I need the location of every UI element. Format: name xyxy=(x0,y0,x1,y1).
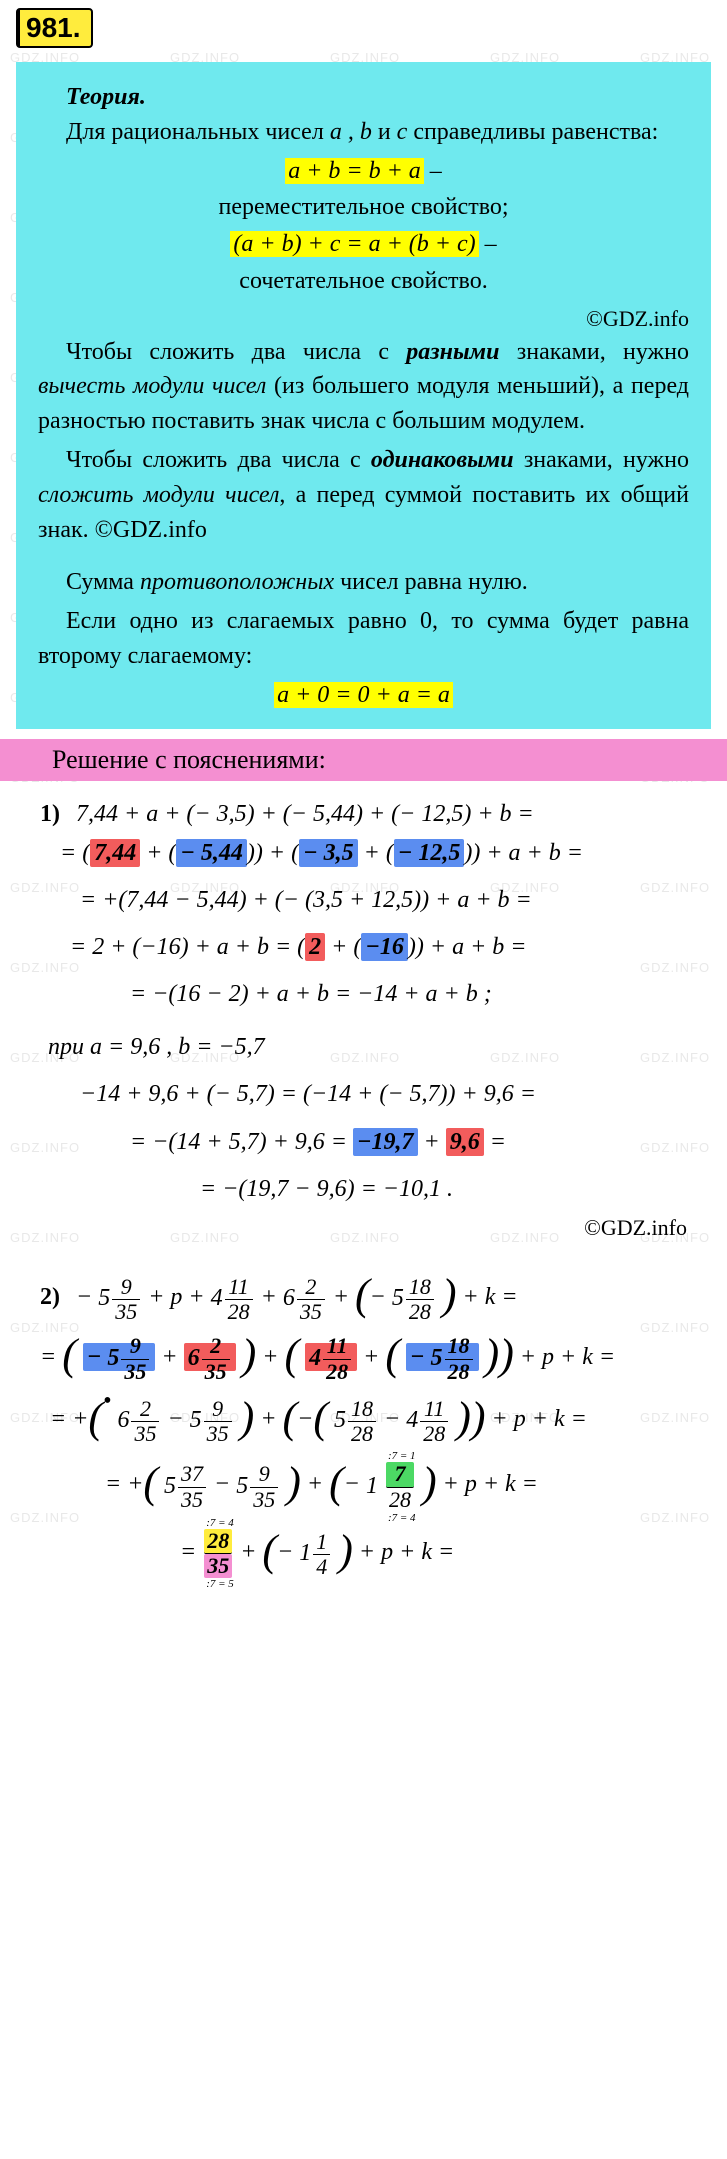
solution-header: Решение с пояснениями: xyxy=(0,739,727,781)
p1-line1: 1) 7,44 + a + (− 3,5) + (− 5,44) + (− 12… xyxy=(0,801,727,828)
solution-area: 1) 7,44 + a + (− 3,5) + (− 5,44) + (− 12… xyxy=(0,781,727,1599)
f2dash: – xyxy=(479,231,497,257)
t3a: Чтобы сложить два числа с xyxy=(66,447,371,473)
p2-line5: = :7 = 4 28 35 :7 = 5 + (− 114 ) + p + k… xyxy=(180,1521,727,1585)
l2blue2: − 3,5 xyxy=(299,839,358,867)
formula-1: a + b = b + a xyxy=(285,158,424,184)
t1a: Для рациональных чисел xyxy=(66,119,330,145)
t2c: знаками, нужно xyxy=(499,339,689,365)
t2a: Чтобы сложить два числа с xyxy=(66,339,406,365)
l7red: 9,6 xyxy=(446,1128,484,1156)
p1-line7: = −(14 + 5,7) + 9,6 = −19,7 + 9,6 = xyxy=(130,1121,727,1164)
t4c: чисел равна нулю. xyxy=(334,569,528,595)
l4c: )) + a + b = xyxy=(408,934,527,960)
t1vars: a , b xyxy=(330,119,372,145)
l2e: )) + a + b = xyxy=(464,840,583,866)
l2blue1: − 5,44 xyxy=(176,839,247,867)
theory-para-3: Чтобы сложить два числа с одинаковыми зн… xyxy=(38,443,689,547)
l2red: 7,44 xyxy=(90,839,140,867)
l7c: = xyxy=(484,1129,506,1155)
t3d: сложить модули чисел xyxy=(38,482,279,508)
l7blue: −19,7 xyxy=(353,1128,418,1156)
theory-para-5: Если одно из слагаемых равно 0, то сумма… xyxy=(38,604,689,674)
problem-2: 2) − 5935 + p + 41128 + 6235 + (− 51828 … xyxy=(0,1271,727,1585)
p1-line2: = (7,44 + (− 5,44)) + (− 3,5 + (− 12,5))… xyxy=(60,832,727,875)
p1-line6: −14 + 9,6 + (− 5,7) = (−14 + (− 5,7)) + … xyxy=(80,1073,727,1116)
t2d: вычесть модули чисел xyxy=(38,373,266,399)
copyright-1: ©GDZ.info xyxy=(38,303,689,335)
property-2: сочетательное свойство. xyxy=(38,264,689,299)
t1d: справедливы равенства: xyxy=(407,119,658,145)
l4b: + ( xyxy=(325,934,361,960)
l7a: = −(14 + 5,7) + 9,6 = xyxy=(130,1129,353,1155)
formula-3-row: a + 0 = 0 + a = a xyxy=(38,678,689,713)
p2-line1: 2) − 5935 + p + 41128 + 6235 + (− 51828 … xyxy=(0,1271,727,1325)
t1c: c xyxy=(397,119,408,145)
l4a: = 2 + (−16) + a + b = ( xyxy=(70,934,305,960)
theory-para-2: Чтобы сложить два числа с разными знакам… xyxy=(38,335,689,439)
formula-1-row: a + b = b + a – xyxy=(38,154,689,189)
l2a: = ( xyxy=(60,840,90,866)
l4blue: −16 xyxy=(361,933,408,961)
p1-line8: = −(19,7 − 9,6) = −10,1 . xyxy=(200,1168,727,1211)
p2l1: − 5935 + p + 41128 + 6235 + (− 51828 ) +… xyxy=(76,1284,518,1310)
annot-7-5: :7 = 5 xyxy=(206,1578,234,1590)
l7b: + xyxy=(418,1129,446,1155)
f1dash: – xyxy=(424,158,442,184)
p1-line5: = −(16 − 2) + a + b = −14 + a + b ; xyxy=(130,973,727,1016)
p1-line4: = 2 + (−16) + a + b = (2 + (−16)) + a + … xyxy=(70,926,727,969)
p2-label: 2) xyxy=(40,1284,60,1310)
l2b: + ( xyxy=(140,840,176,866)
p1-line3: = +(7,44 − 5,44) + (− (3,5 + 12,5)) + a … xyxy=(80,879,727,922)
p1-label: 1) xyxy=(40,801,60,827)
t2b: разными xyxy=(406,339,499,365)
theory-para-4: Сумма противоположных чисел равна нулю. xyxy=(38,565,689,600)
l2blue3: − 12,5 xyxy=(394,839,465,867)
l2c: )) + ( xyxy=(247,840,299,866)
p1-l1: 7,44 + a + (− 3,5) + (− 5,44) + (− 12,5)… xyxy=(76,801,534,827)
property-1: переместительное свойство; xyxy=(38,190,689,225)
formula-2-row: (a + b) + c = a + (b + c) – xyxy=(38,227,689,262)
p2-line3: = +(• 6235 − 5935 ) + (−( 51828 − 41128 … xyxy=(50,1391,727,1449)
theory-para-1: Для рациональных чисел a , b и c справед… xyxy=(38,115,689,150)
p1-pri: при a = 9,6 , b = −5,7 xyxy=(48,1034,727,1061)
t4b: противоположных xyxy=(140,569,334,595)
t1b: и xyxy=(372,119,397,145)
t3b: одинаковыми xyxy=(371,447,514,473)
p2-line4: = +( 53735 − 5935 ) + (− 1 :7 = 1 7 28 :… xyxy=(105,1453,727,1517)
t3c: знаками, нужно xyxy=(514,447,689,473)
annot-7-1: :7 = 1 xyxy=(388,1450,416,1462)
annot-7-4: :7 = 4 xyxy=(388,1512,416,1524)
formula-2: (a + b) + c = a + (b + c) xyxy=(230,231,478,257)
l2d: + ( xyxy=(358,840,394,866)
annot-7-4b: :7 = 4 xyxy=(206,1517,234,1529)
theory-box: Теория. Для рациональных чисел a , b и c… xyxy=(16,62,711,729)
problem-number-badge: 981. xyxy=(16,8,93,48)
problem-1: 1) 7,44 + a + (− 3,5) + (− 5,44) + (− 12… xyxy=(0,801,727,1241)
theory-heading: Теория. xyxy=(66,80,689,115)
t4a: Сумма xyxy=(66,569,140,595)
l4red: 2 xyxy=(305,933,325,961)
formula-3: a + 0 = 0 + a = a xyxy=(274,682,453,708)
p2-line2: = ( − 5935 + 6235 ) + ( 41128 + ( − 5182… xyxy=(40,1329,727,1387)
copyright-2: ©GDZ.info xyxy=(0,1215,687,1241)
